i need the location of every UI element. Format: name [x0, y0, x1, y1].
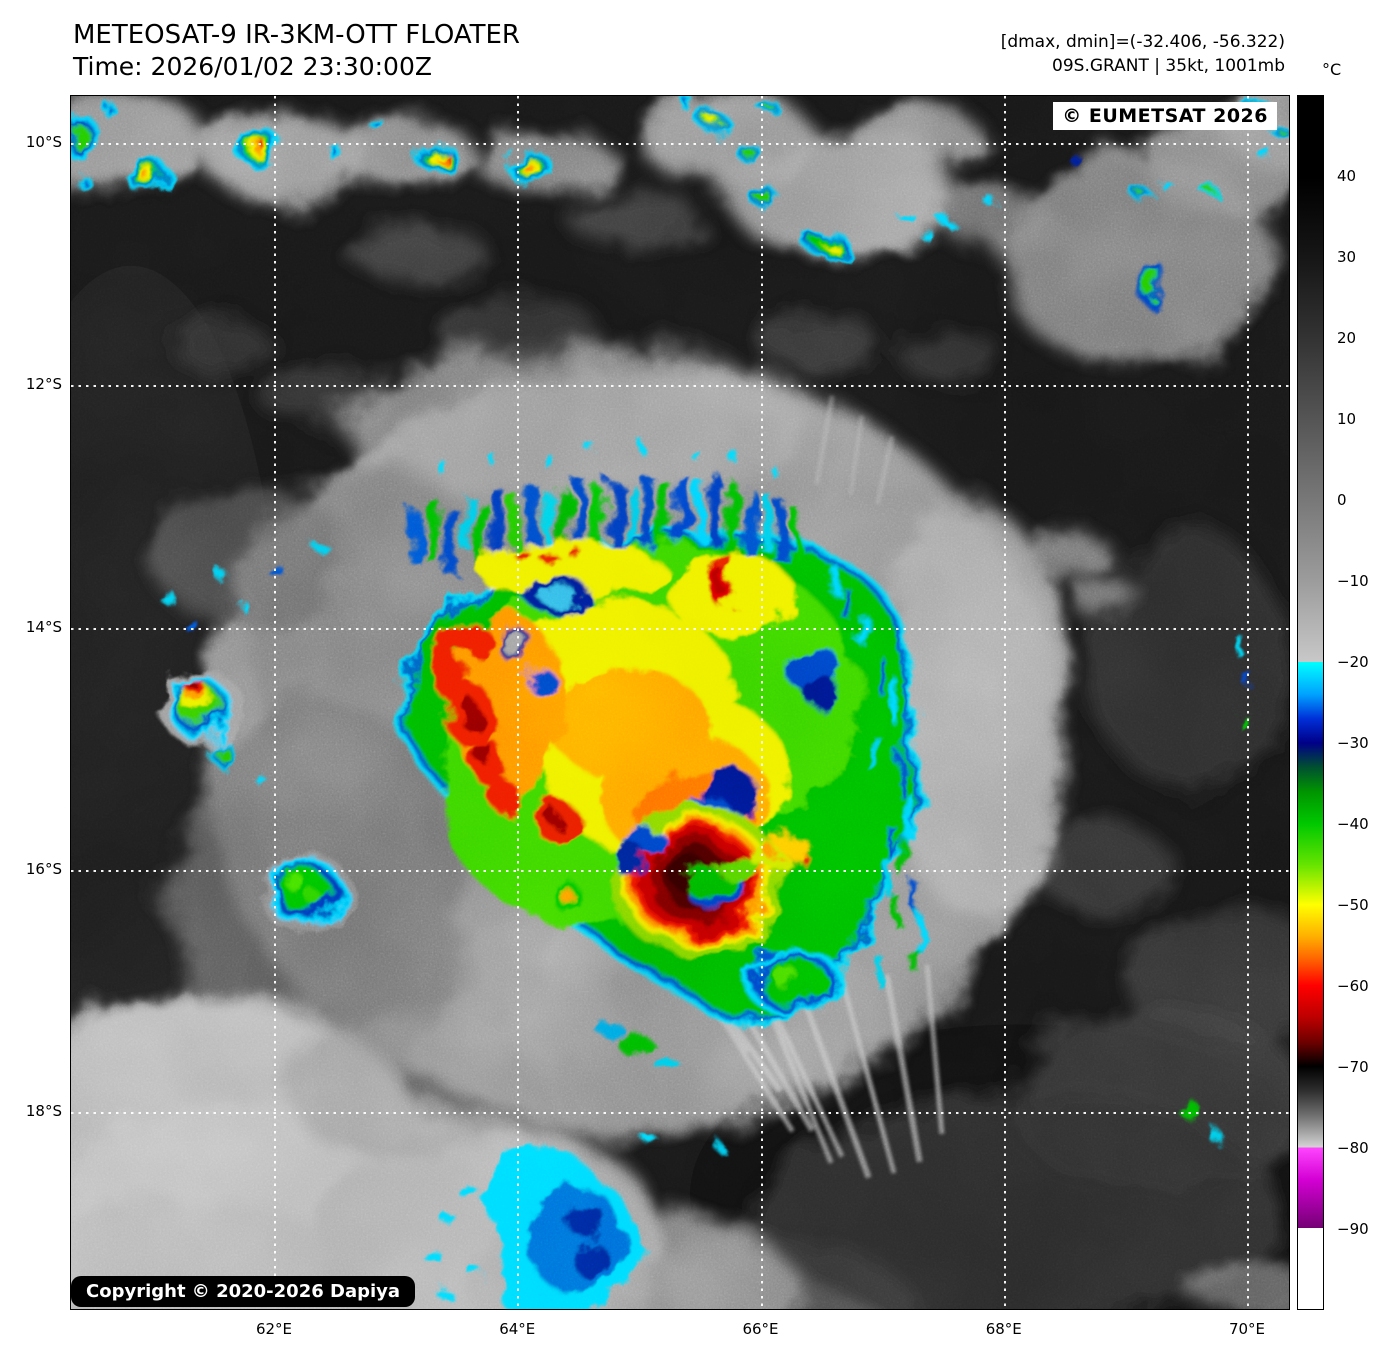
figure-title: METEOSAT-9 IR-3KM-OTT FLOATER: [73, 20, 520, 50]
gridline-horizontal: [71, 627, 1289, 630]
colorbar-tick-label: −40: [1337, 815, 1369, 833]
gridline-vertical: [274, 96, 276, 1309]
gridline-vertical: [1003, 96, 1006, 1309]
lat-tick-label: 14°S: [25, 617, 62, 636]
colorbar-tick-label: 0: [1337, 491, 1347, 509]
storm-info: 09S.GRANT | 35kt, 1001mb: [1052, 55, 1285, 76]
gridline-horizontal: [71, 869, 1289, 872]
info-block: [dmax, dmin]=(-32.406, -56.322) 09S.GRAN…: [1001, 31, 1285, 79]
copyright-badge: Copyright © 2020-2026 Dapiya: [71, 1276, 416, 1307]
lon-tick-label: 70°E: [1228, 1320, 1266, 1338]
lat-tick-label: 18°S: [25, 1102, 62, 1120]
gridline-horizontal: [71, 143, 1289, 145]
colorbar-tick-label: 20: [1337, 329, 1357, 347]
grain-texture: [71, 96, 1289, 1309]
lat-tick-label: 10°S: [25, 133, 62, 151]
gridline-horizontal: [71, 385, 1289, 388]
colorbar-tick-label: −80: [1337, 1139, 1369, 1157]
colorbar-tick-label: 10: [1337, 410, 1357, 428]
gridline-vertical: [517, 96, 520, 1309]
lon-tick-label: 62°E: [255, 1320, 293, 1338]
title-block: METEOSAT-9 IR-3KM-OTT FLOATER Time: 2026…: [73, 20, 520, 82]
lat-tick-label: 12°S: [25, 375, 62, 394]
satellite-map: © EUMETSAT 2026 Copyright © 2020-2026 Da…: [70, 95, 1290, 1310]
gridline-horizontal: [71, 1112, 1289, 1114]
colorbar-tick-label: 30: [1337, 248, 1357, 266]
lon-tick-label: 66°E: [742, 1320, 779, 1338]
dmax-dmin-readout: [dmax, dmin]=(-32.406, -56.322): [1000, 32, 1285, 52]
colorbar-unit-label: °C: [1322, 60, 1342, 79]
colorbar-tick-label: −70: [1337, 1058, 1369, 1076]
lon-tick-label: 68°E: [985, 1320, 1022, 1338]
colorbar-tick-label: 40: [1337, 167, 1357, 185]
colorbar-tick-label: −10: [1337, 572, 1369, 590]
lat-tick-label: 16°S: [25, 859, 62, 878]
colorbar-tick-label: −30: [1337, 734, 1369, 752]
lon-tick-label: 64°E: [499, 1320, 536, 1338]
colorbar-tick-label: −50: [1337, 896, 1369, 914]
temperature-colorbar: [1297, 95, 1324, 1310]
figure-time: Time: 2026/01/02 23:30:00Z: [73, 51, 432, 81]
colorbar-tick-label: −60: [1337, 977, 1369, 995]
gridline-vertical: [760, 96, 763, 1309]
gridline-vertical: [1247, 96, 1249, 1309]
colorbar-tick-label: −90: [1337, 1220, 1369, 1238]
satellite-image-art: [71, 96, 1289, 1309]
colorbar-tick-label: −20: [1337, 653, 1369, 671]
eumetsat-badge: © EUMETSAT 2026: [1053, 102, 1277, 130]
